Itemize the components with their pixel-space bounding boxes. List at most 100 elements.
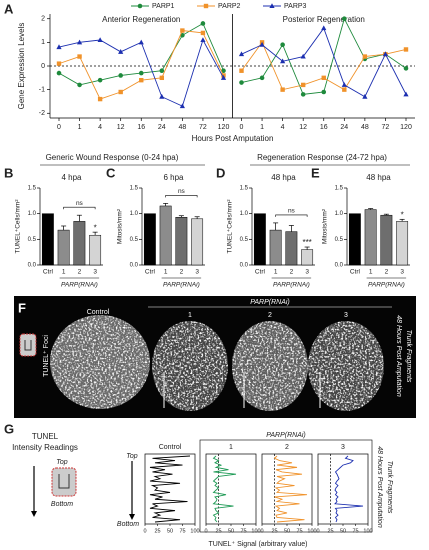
bar — [175, 217, 188, 266]
x-tick-label: 16 — [320, 124, 328, 131]
chart-title: 4 hpa — [61, 173, 82, 182]
y-tick-label: 1.0 — [130, 211, 139, 217]
bar — [380, 214, 393, 266]
bar — [269, 229, 282, 266]
point — [341, 82, 347, 87]
bar — [41, 213, 54, 266]
condition-label: Control — [87, 309, 110, 316]
x-tick-label: 48 — [178, 124, 186, 131]
group-label: PARP(RNAi) — [250, 299, 290, 306]
bar — [285, 231, 298, 266]
x-axis-label: TUNEL⁺ Signal (arbitrary value) — [208, 541, 307, 548]
point — [97, 77, 103, 83]
point — [259, 75, 265, 81]
schematic-title: Intensity Readings — [12, 443, 78, 452]
x-tick-label: 75 — [179, 528, 185, 534]
chart-title: 48 hpa — [366, 173, 391, 182]
y-tick-label: 1.5 — [130, 186, 139, 192]
point — [382, 51, 389, 57]
condition-label: 3 — [344, 312, 348, 319]
x-tick-label: 3 — [400, 269, 404, 276]
point — [280, 87, 285, 92]
x-tick-label: 120 — [218, 124, 230, 131]
x-tick-label: 0 — [204, 528, 207, 534]
x-tick-label: 2 — [290, 269, 294, 276]
x-tick-label: 75 — [352, 528, 358, 534]
intensity-trace — [149, 455, 191, 523]
x-tick-label: 0 — [240, 124, 244, 131]
x-tick-label: 3 — [93, 269, 97, 276]
worm-fragment — [152, 321, 228, 411]
legend-marker — [137, 3, 143, 9]
point — [280, 58, 286, 64]
point — [200, 21, 206, 26]
fragment-icon — [19, 333, 37, 357]
significance-bracket — [165, 195, 198, 198]
x-tick-label: 12 — [117, 124, 125, 131]
y-tick-label: 0.0 — [335, 263, 344, 269]
x-tick-label: 0 — [260, 528, 263, 534]
y-tick-label: 0.5 — [28, 237, 37, 243]
bar — [159, 205, 172, 266]
x-tick-label: 4 — [98, 124, 102, 131]
worm-fragment — [50, 315, 150, 409]
schematic-top: Top — [56, 459, 68, 466]
x-tick-label: 1 — [62, 269, 66, 276]
side-note: Trunk Fragments — [386, 461, 393, 514]
y-tick-label: 1.5 — [240, 186, 249, 192]
x-axis-label: Hours Post Amputation — [192, 134, 274, 143]
x-tick-label: 100 — [363, 528, 372, 534]
panel-name: 2 — [285, 444, 289, 451]
stain-label: TUNEL⁺ Foci — [43, 335, 50, 377]
condition-label: 1 — [188, 312, 192, 319]
y-tick-label: 0.0 — [28, 263, 37, 269]
bracket-label: ns — [178, 188, 186, 195]
significance-label: *** — [302, 238, 311, 247]
chart-title: 48 hpa — [271, 173, 296, 182]
x-tick-label: 3 — [305, 269, 309, 276]
axis-top: Top — [126, 453, 138, 460]
x-tick-label: 0 — [143, 528, 146, 534]
x-tick-label: 24 — [158, 124, 166, 131]
legend-marker — [203, 3, 209, 9]
x-tick-label: 50 — [340, 528, 346, 534]
point — [239, 80, 244, 85]
section-header: Generic Wound Response (0-24 hpa) — [46, 153, 179, 162]
x-tick-label: 2 — [180, 269, 184, 276]
y-axis-label: Gene Expression Levels — [17, 23, 26, 110]
y-tick-label: 0 — [41, 63, 45, 70]
point — [300, 53, 306, 59]
point — [342, 87, 347, 92]
chart-title: 6 hpa — [163, 173, 184, 182]
x-tick-label: 25 — [327, 528, 333, 534]
significance-label: * — [401, 210, 404, 219]
intensity-trace — [334, 455, 364, 523]
point — [118, 49, 124, 54]
legend-label: PARP2 — [218, 3, 241, 10]
point — [138, 70, 144, 76]
point — [362, 54, 368, 59]
panel-label: C — [106, 165, 116, 180]
point — [97, 37, 103, 42]
section-header: Regeneration Response (24-72 hpa) — [257, 153, 387, 162]
y-tick-label: 1 — [41, 39, 45, 46]
panel-label: E — [311, 165, 320, 180]
point — [159, 75, 165, 81]
bracket-label: ns — [76, 200, 84, 207]
x-tick-label: 12 — [299, 124, 307, 131]
group-box — [199, 439, 373, 533]
x-tick-label: 100 — [190, 528, 199, 534]
intensity-trace — [212, 455, 237, 523]
schematic-gut — [58, 474, 70, 489]
bar — [73, 221, 86, 266]
axis-bottom: Bottom — [117, 521, 139, 528]
point — [180, 28, 185, 33]
x-tick-label: Ctrl — [350, 269, 361, 276]
y-tick-label: -2 — [39, 110, 45, 117]
x-tick-label: 100 — [251, 528, 260, 534]
bar — [364, 209, 377, 266]
condition-label: 2 — [268, 312, 272, 319]
group-label: PARP(RNAi) — [266, 432, 306, 439]
y-tick-label: 1.0 — [240, 211, 249, 217]
y-axis-label: TUNEL⁺Cells/mm² — [227, 199, 234, 254]
